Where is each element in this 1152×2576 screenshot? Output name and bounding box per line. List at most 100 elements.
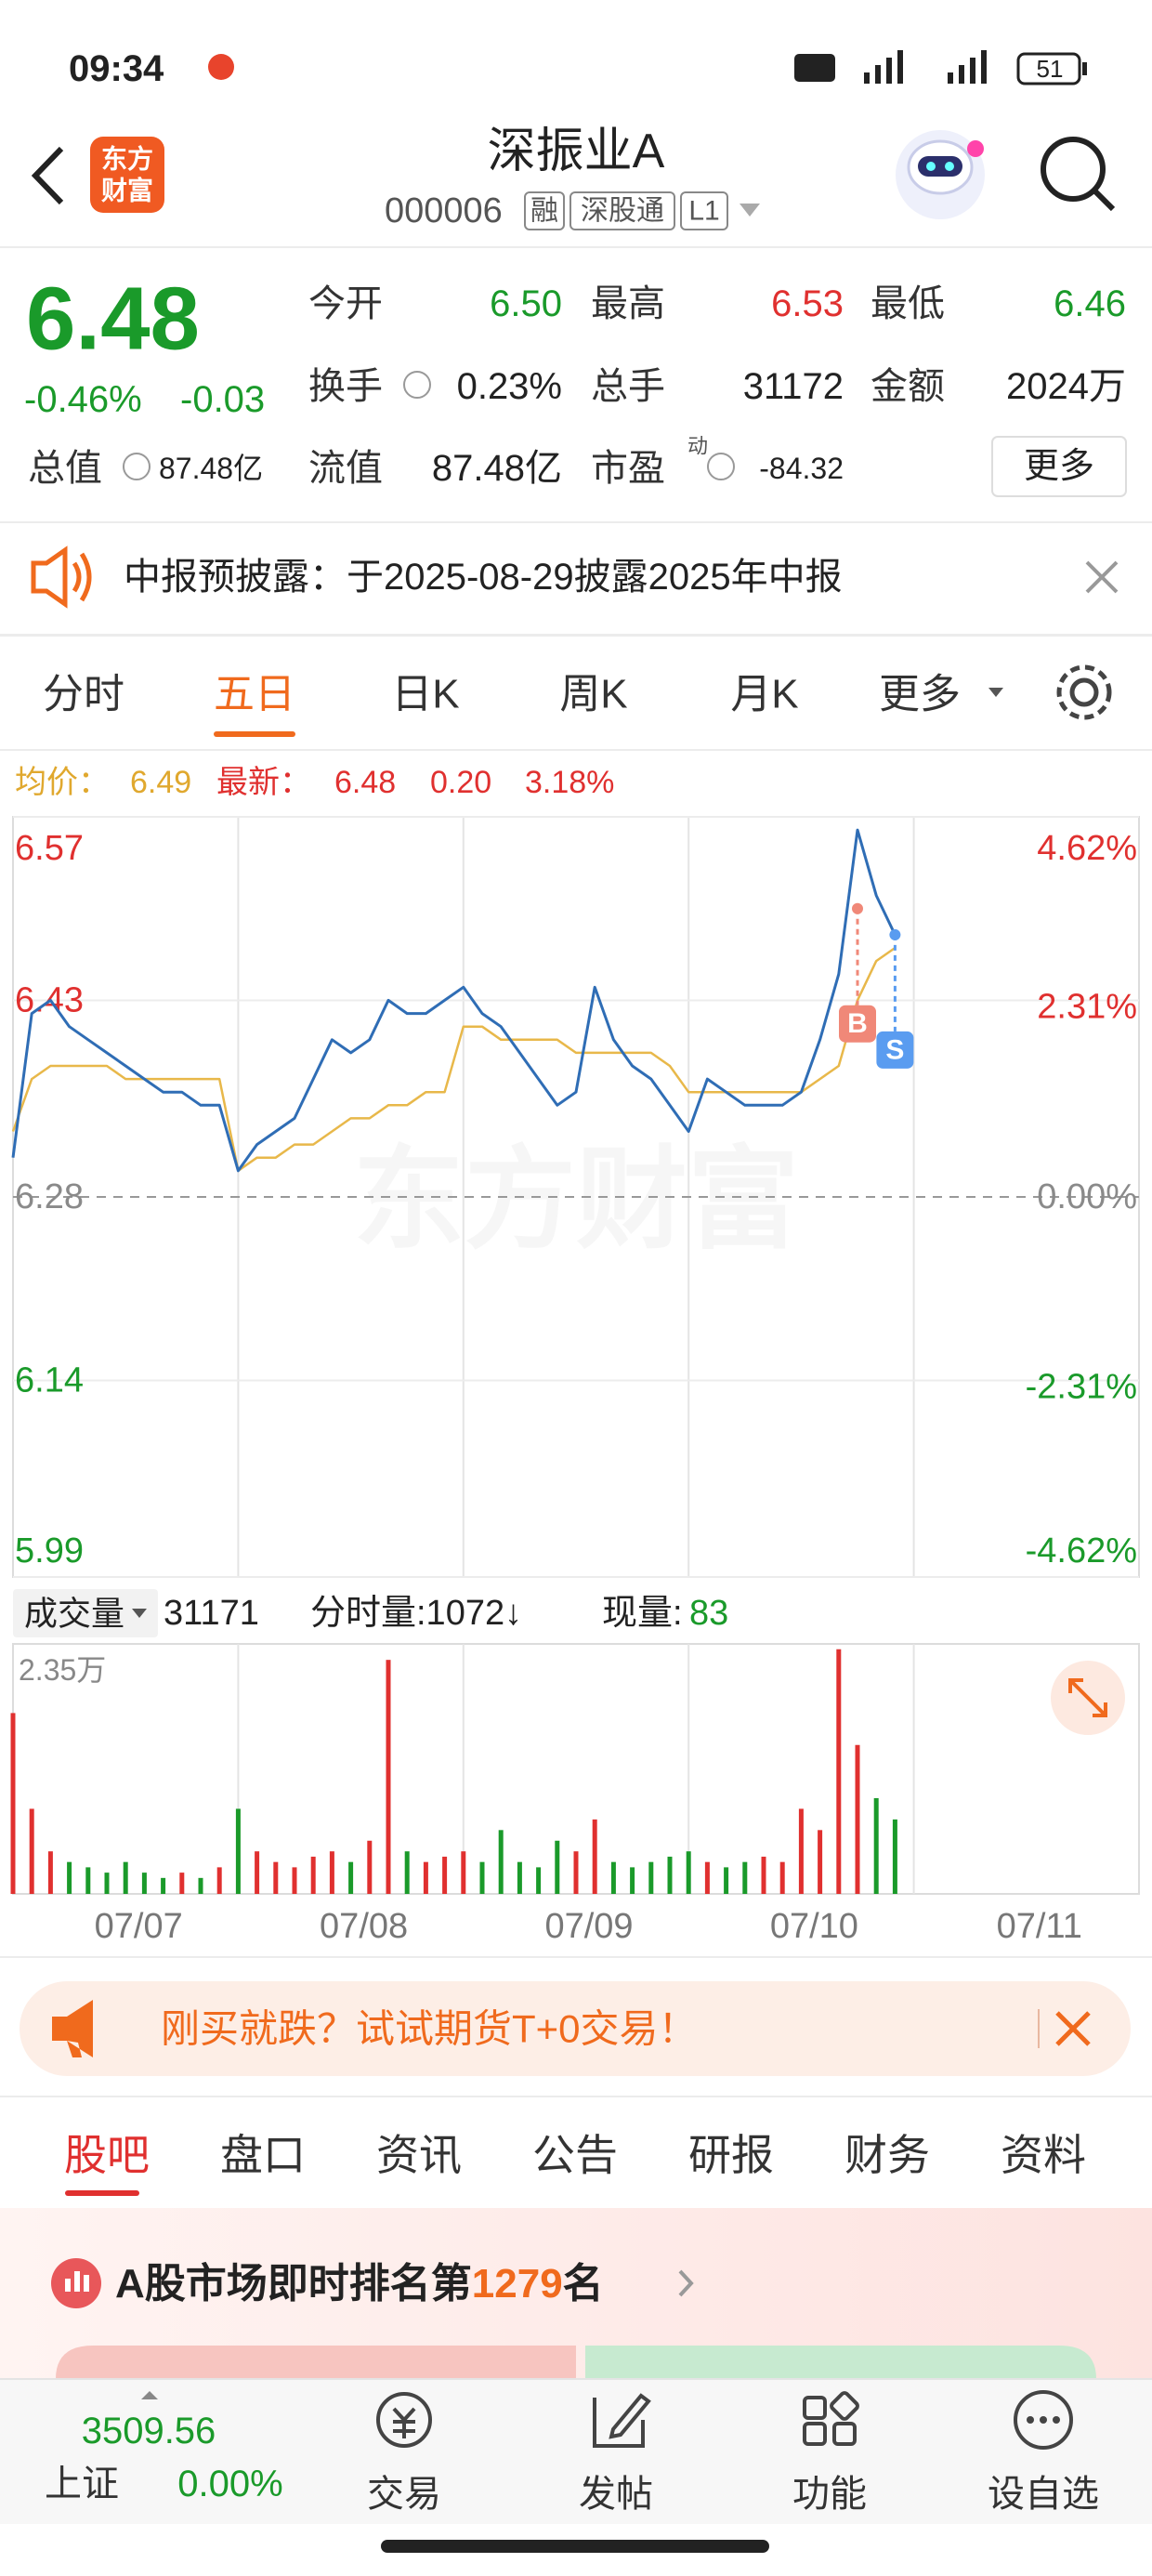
trade-badge [839,1005,876,1043]
speaker-icon [31,545,92,609]
ad-text[interactable]: 刚买就跌？试试期货T+0交易！ [161,2007,698,2051]
volume-total: 31171 [164,1594,259,1633]
index-change[interactable]: 0.00% [177,2464,282,2504]
rank-text[interactable]: A股市场即时排名第1279名 [115,2261,604,2307]
volume-bar [179,1873,185,1894]
battery [1016,52,1081,85]
tab-underline [65,2190,139,2196]
volume-bar [892,1819,897,1894]
trade-badge-label: B [847,1008,868,1039]
rank-prefix: A股市场即时排名第 [115,2261,472,2307]
nav-item[interactable]: 设自选 [988,2474,1099,2515]
x-tick-label: 07/11 [997,1907,1082,1946]
field-value: 87.48亿 [159,452,263,485]
volume-name: 成交量 [24,1595,124,1633]
volume-bar [761,1856,766,1894]
avg-value: 6.49 [130,765,191,800]
content-tab-active[interactable]: 股吧 [64,2131,150,2179]
chart-tab[interactable]: 月K [730,672,798,717]
field-label: 市盈 [591,448,665,489]
dropdown-arrow[interactable] [740,204,760,217]
settings-icon[interactable] [1056,664,1112,720]
post-icon[interactable] [593,2393,651,2448]
trade-icon[interactable] [376,2392,432,2448]
content-tab[interactable]: 公告 [532,2131,618,2179]
volume-bar [855,1744,860,1894]
volume-bar [742,1861,748,1894]
field-label: 金额 [871,366,945,407]
volume-bar [404,1851,410,1894]
back-button[interactable] [31,146,64,205]
assistant-avatar[interactable] [896,130,985,219]
volume-bar [798,1808,804,1894]
index-name[interactable]: 上证 [45,2464,119,2504]
volume-bar [461,1851,466,1894]
index-value[interactable]: 3509.56 [82,2411,216,2451]
volume-bar [216,1867,222,1894]
volume-tick-label: 2.35万 [19,1653,106,1687]
search-button[interactable] [1041,137,1116,212]
current-volume: 83 [689,1594,728,1633]
chart-tab[interactable]: 日K [391,672,459,717]
volume-bar [329,1851,334,1894]
trade-point [889,928,901,940]
content-tab[interactable]: 财务 [844,2131,930,2179]
function-icon[interactable] [803,2391,859,2446]
content-tab[interactable]: 资讯 [376,2131,462,2179]
volume-bar [10,1713,16,1894]
volume-bar [442,1856,448,1894]
volume-bar [310,1856,316,1894]
info-icon[interactable] [707,453,735,480]
volume-bar [686,1851,691,1894]
info-icon[interactable] [123,453,151,480]
volume-bar [292,1867,297,1894]
content-tab[interactable]: 研报 [688,2131,774,2179]
volume-bar [704,1861,710,1894]
chart-tab-active[interactable]: 五日 [214,672,295,717]
volume-bar [255,1851,260,1894]
y-tick-label: 5.99 [15,1531,84,1571]
content-tab[interactable]: 盘口 [220,2131,306,2179]
volume-bar [873,1797,879,1894]
nav-item[interactable]: 交易 [367,2474,441,2515]
rank-icon-bar [65,2279,71,2292]
chart-tab[interactable]: 更多 [879,672,961,717]
content-tab[interactable]: 资料 [1001,2131,1086,2179]
notice-text[interactable]: 中报预披露：于2025-08-29披露2025年中报 [124,557,843,598]
nav-item[interactable]: 功能 [792,2474,867,2515]
volume-selector[interactable] [13,1589,158,1637]
avg-label: 均价： [15,765,110,800]
volume-bar [367,1840,373,1894]
notice-close[interactable] [1085,560,1119,594]
card-edge [585,2346,1096,2379]
ad-close[interactable] [1055,2011,1091,2046]
chart-tab[interactable]: 分时 [43,672,124,717]
ad-banner[interactable] [20,1981,1131,2076]
logo-text: 东方 [101,144,153,174]
rank-number: 1279 [472,2261,563,2307]
rank-icon-bar [84,2275,89,2292]
chart-tab[interactable]: 周K [559,672,627,717]
nav-item[interactable]: 发帖 [579,2474,653,2515]
y2-tick-label: 2.31% [1037,988,1137,1027]
field-value: 6.46 [1054,283,1126,324]
field-sup: 动 [687,435,708,458]
info-icon[interactable] [403,371,431,399]
megaphone-icon [52,2000,93,2057]
volume-bar [818,1830,823,1894]
badge-box [569,191,675,230]
volume-bar [386,1660,391,1894]
more-button[interactable] [991,436,1127,497]
bottom-nav [0,2379,1152,2524]
watchlist-icon[interactable] [1014,2390,1073,2450]
y2-tick-label: 0.00% [1037,1177,1137,1216]
volume-bar [104,1873,110,1894]
stock-code: 000006 [385,191,503,230]
volume-bar [573,1851,579,1894]
expand-button[interactable] [1051,1661,1125,1735]
card-edge [56,2346,576,2379]
volume-bar [498,1830,504,1894]
x-tick-label: 07/10 [770,1907,858,1946]
badge: L1 [688,196,719,227]
